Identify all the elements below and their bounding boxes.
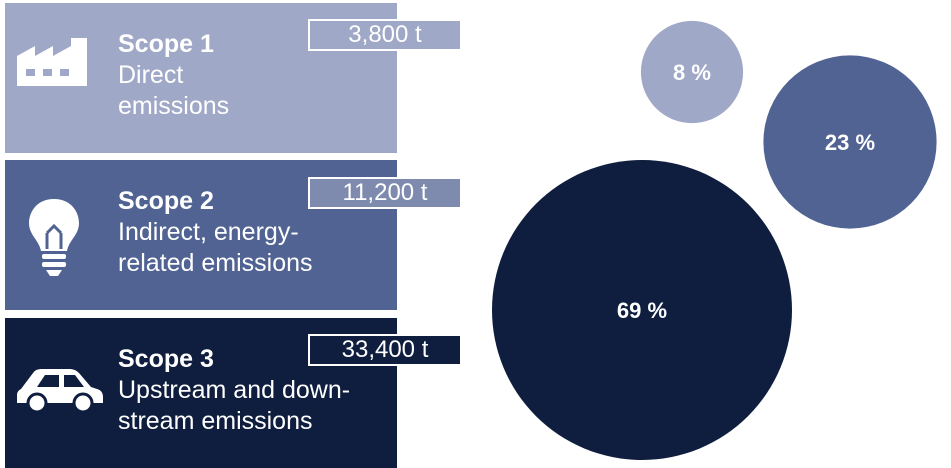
scope3-panel: Scope 3 Upstream and down- stream emissi… <box>5 318 397 468</box>
scope2-amount-badge: 11,200 t <box>308 177 462 209</box>
lightbulb-icon <box>17 193 91 284</box>
bubble-scope3-label: 69 % <box>617 298 667 323</box>
scope3-title: Scope 3 <box>118 345 214 373</box>
bubble-scope1-label: 8 % <box>673 60 711 85</box>
scope3-amount-badge: 33,400 t <box>308 334 462 366</box>
factory-icon <box>17 38 91 91</box>
scope3-desc-line1: Upstream and down- <box>118 376 351 404</box>
emissions-bubble-chart: 8 % 23 % 69 % <box>492 20 937 460</box>
scope1-desc-line2: emissions <box>118 92 230 120</box>
scope1-title: Scope 1 <box>118 30 214 58</box>
scope2-desc-line1: Indirect, energy- <box>118 218 299 246</box>
scope2-desc-line2: related emissions <box>118 249 313 277</box>
scope1-amount-badge: 3,800 t <box>308 19 462 51</box>
car-icon <box>17 367 103 418</box>
scope1-desc-line1: Direct <box>118 61 184 89</box>
bubble-scope1 <box>640 20 744 124</box>
scope2-title: Scope 2 <box>118 187 214 215</box>
bubble-scope2 <box>763 55 937 229</box>
bubble-scope2-label: 23 % <box>825 130 875 155</box>
scope3-desc-line2: stream emissions <box>118 407 313 435</box>
bubble-scope3 <box>492 160 792 460</box>
